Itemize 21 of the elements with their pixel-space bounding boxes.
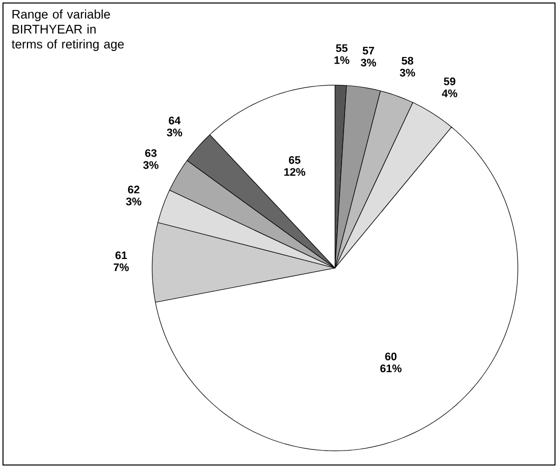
slice-label: 57 [362,46,374,55]
slice-label: 58 [402,56,414,65]
data-label: 4% [442,89,458,98]
data-label: 7% [114,263,129,272]
data-label: 3% [143,161,158,169]
data-label: 3% [166,128,182,136]
slice-label: 61 [115,251,127,260]
data-label: 61% [380,364,402,372]
data-label: 12% [284,168,306,176]
data-label: 3% [360,58,376,66]
data-label: 3% [400,68,416,77]
slice-label: 64 [168,116,181,124]
slice-label: 59 [444,78,456,86]
chart-title: Range of variable BIRTHYEAR in terms of retiring age [12,10,124,51]
slice-label: 63 [145,149,157,157]
slice-label: 55 [336,44,348,52]
slice-label: 60 [385,352,396,360]
data-label: 1% [334,56,350,64]
data-label: 3% [126,198,142,206]
slice-label: 65 [288,156,300,164]
slice-label: 62 [128,186,140,194]
